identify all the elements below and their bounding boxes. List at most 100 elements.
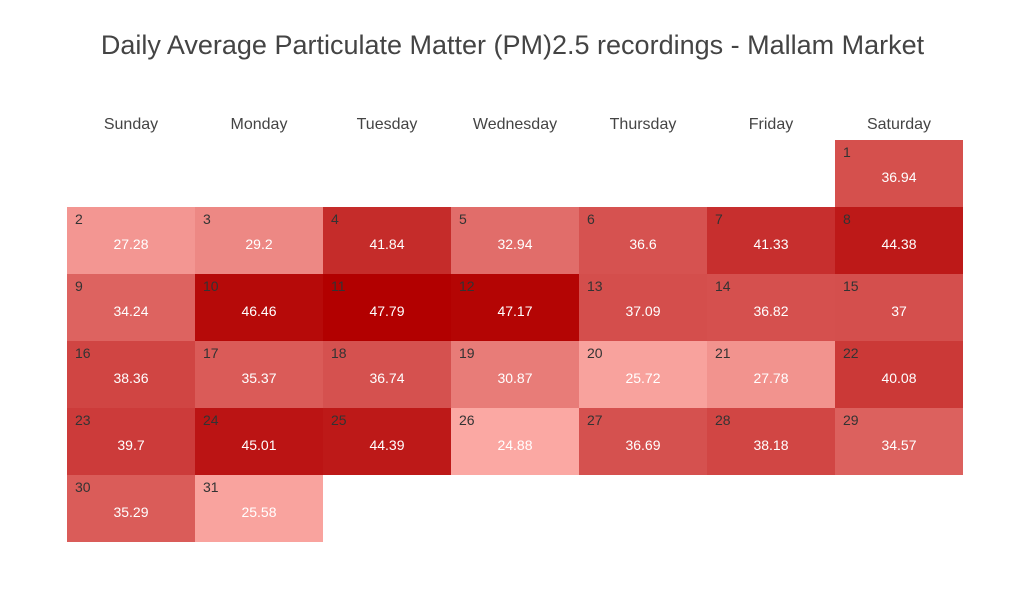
- day-number: 1: [843, 144, 851, 160]
- day-cell-3: 3 29.2: [195, 207, 323, 274]
- day-cell-21: 21 27.78: [707, 341, 835, 408]
- day-value-label: 36.6: [629, 236, 657, 252]
- day-number: 22: [843, 345, 859, 361]
- day-cell-7: 7 41.33: [707, 207, 835, 274]
- day-number: 8: [843, 211, 851, 227]
- day-value-label: 32.94: [497, 236, 533, 252]
- day-value-label: 44.38: [881, 236, 917, 252]
- day-value-label: 39.7: [117, 437, 145, 453]
- day-cell-5: 5 32.94: [451, 207, 579, 274]
- day-cell-2: 2 27.28: [67, 207, 195, 274]
- day-number: 6: [587, 211, 595, 227]
- chart-title: Daily Average Particulate Matter (PM)2.5…: [100, 30, 925, 60]
- day-value-label: 36.69: [625, 437, 661, 453]
- weekday-label-thursday: Thursday: [609, 116, 677, 133]
- weekday-label-saturday: Saturday: [866, 116, 932, 133]
- day-value-label: 27.78: [753, 370, 789, 386]
- day-value-label: 44.39: [369, 437, 405, 453]
- day-cell-20: 20 25.72: [579, 341, 707, 408]
- day-value-label: 34.24: [113, 303, 149, 319]
- day-cell-9: 9 34.24: [67, 274, 195, 341]
- day-value-label: 41.84: [369, 236, 405, 252]
- day-number: 28: [715, 412, 731, 428]
- day-cell-19: 19 30.87: [451, 341, 579, 408]
- day-number: 29: [843, 412, 859, 428]
- day-cell-28: 28 38.18: [707, 408, 835, 475]
- day-cell-22: 22 40.08: [835, 341, 963, 408]
- day-value-label: 46.46: [241, 303, 277, 319]
- day-number: 20: [587, 345, 603, 361]
- day-value-label: 47.17: [497, 303, 533, 319]
- day-number: 11: [331, 278, 346, 294]
- day-value-label: 36.74: [369, 370, 405, 386]
- day-cell-23: 23 39.7: [67, 408, 195, 475]
- day-number: 15: [843, 278, 859, 294]
- day-value-label: 47.79: [369, 303, 405, 319]
- day-value-label: 25.72: [625, 370, 661, 386]
- day-cell-26: 26 24.88: [451, 408, 579, 475]
- day-number: 5: [459, 211, 467, 227]
- day-cell-30: 30 35.29: [67, 475, 195, 542]
- day-cell-13: 13 37.09: [579, 274, 707, 341]
- day-cell-18: 18 36.74: [323, 341, 451, 408]
- day-cell-4: 4 41.84: [323, 207, 451, 274]
- day-cell-8: 8 44.38: [835, 207, 963, 274]
- day-number: 24: [203, 412, 219, 428]
- day-value-label: 34.57: [881, 437, 917, 453]
- day-number: 31: [203, 479, 219, 495]
- day-value-label: 35.29: [113, 504, 149, 520]
- day-value-label: 36.94: [881, 169, 917, 185]
- day-value-label: 35.37: [241, 370, 277, 386]
- day-number: 3: [203, 211, 211, 227]
- day-cell-11: 11 47.79: [323, 274, 451, 341]
- day-number: 19: [459, 345, 475, 361]
- weekday-label-monday: Monday: [230, 116, 288, 133]
- day-value-label: 40.08: [881, 370, 917, 386]
- day-number: 14: [715, 278, 731, 294]
- day-value-label: 38.36: [113, 370, 149, 386]
- day-number: 4: [331, 211, 339, 227]
- day-number: 21: [715, 345, 731, 361]
- day-number: 9: [75, 278, 83, 294]
- day-cell-10: 10 46.46: [195, 274, 323, 341]
- day-number: 30: [75, 479, 91, 495]
- day-number: 27: [587, 412, 603, 428]
- weekday-label-tuesday: Tuesday: [356, 116, 418, 133]
- day-cell-17: 17 35.37: [195, 341, 323, 408]
- day-value-label: 38.18: [753, 437, 789, 453]
- weekday-label-friday: Friday: [748, 116, 794, 133]
- day-cell-14: 14 36.82: [707, 274, 835, 341]
- day-cell-29: 29 34.57: [835, 408, 963, 475]
- day-value-label: 29.2: [245, 236, 273, 252]
- day-number: 13: [587, 278, 603, 294]
- day-value-label: 24.88: [497, 437, 533, 453]
- day-number: 17: [203, 345, 219, 361]
- day-number: 18: [331, 345, 347, 361]
- weekday-label-sunday: Sunday: [103, 116, 159, 133]
- day-cell-6: 6 36.6: [579, 207, 707, 274]
- day-value-label: 37.09: [625, 303, 661, 319]
- day-number: 25: [331, 412, 347, 428]
- day-cell-24: 24 45.01: [195, 408, 323, 475]
- day-value-label: 25.58: [241, 504, 277, 520]
- day-number: 12: [459, 278, 475, 294]
- day-cell-15: 15 37: [835, 274, 963, 341]
- day-value-label: 30.87: [497, 370, 533, 386]
- day-number: 26: [459, 412, 475, 428]
- day-cell-31: 31 25.58: [195, 475, 323, 542]
- day-cell-12: 12 47.17: [451, 274, 579, 341]
- day-value-label: 37: [891, 303, 907, 319]
- day-value-label: 27.28: [113, 236, 149, 252]
- day-number: 7: [715, 211, 723, 227]
- day-number: 16: [75, 345, 91, 361]
- day-cell-16: 16 38.36: [67, 341, 195, 408]
- day-number: 23: [75, 412, 91, 428]
- day-number: 2: [75, 211, 83, 227]
- weekday-label-wednesday: Wednesday: [472, 116, 558, 133]
- day-cell-25: 25 44.39: [323, 408, 451, 475]
- day-value-label: 36.82: [753, 303, 789, 319]
- day-value-label: 45.01: [241, 437, 277, 453]
- day-cell-27: 27 36.69: [579, 408, 707, 475]
- day-cell-1: 1 36.94: [835, 140, 963, 207]
